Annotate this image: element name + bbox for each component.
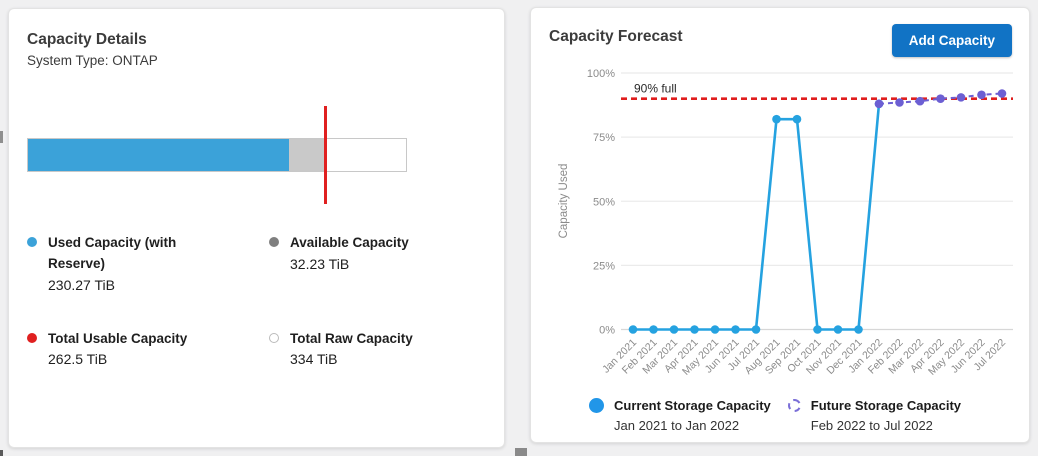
legend-name: Current Storage Capacity <box>614 398 771 413</box>
legend-value: 334 TiB <box>290 351 338 368</box>
legend-item-total-usable-capacity: Total Usable Capacity 262.5 TiB <box>27 329 269 372</box>
svg-text:Capacity Used: Capacity Used <box>558 164 570 239</box>
legend-item-total-raw-capacity: Total Raw Capacity 334 TiB <box>269 329 413 372</box>
left-edge-tick <box>0 131 3 143</box>
legend-label: Total Usable Capacity <box>48 330 188 346</box>
capacity-details-legend: Used Capacity (with Reserve) 230.27 TiB … <box>27 233 413 371</box>
legend-name: Future Storage Capacity <box>810 398 962 413</box>
legend-item-used-capacity: Used Capacity (with Reserve) 230.27 TiB <box>27 233 269 297</box>
legend-item-available-capacity: Available Capacity 32.23 TiB <box>269 233 413 297</box>
capacity-details-title: Capacity Details <box>27 31 147 48</box>
available-capacity-dot-icon <box>269 237 279 247</box>
capacity-forecast-card: Capacity Forecast Add Capacity 0% 25% 50% 7… <box>530 7 1030 443</box>
current-storage-dot-icon <box>589 398 604 413</box>
used-capacity-dot-icon <box>27 237 37 247</box>
capacity-details-card: Capacity Details System Type: ONTAP Used… <box>8 8 505 448</box>
svg-text:90% full: 90% full <box>634 82 677 96</box>
future-storage-dashed-circle-icon <box>787 399 801 412</box>
legend-label: Used Capacity (with Reserve) <box>48 235 177 271</box>
svg-text:75%: 75% <box>593 132 615 144</box>
available-capacity-segment <box>288 139 326 171</box>
legend-label: Total Raw Capacity <box>290 330 413 346</box>
legend-range: Feb 2022 to Jul 2022 <box>810 417 933 433</box>
system-type-label: System Type: ONTAP <box>27 53 158 68</box>
used-capacity-segment <box>28 139 289 171</box>
legend-value: 32.23 TiB <box>290 255 350 272</box>
total-usable-capacity-dot-icon <box>27 332 37 343</box>
total-usable-marker-line <box>324 106 328 204</box>
legend-label: Available Capacity <box>290 235 409 250</box>
add-capacity-button[interactable]: Add Capacity <box>891 24 1012 57</box>
legend-value: 262.5 TiB <box>48 351 108 368</box>
total-raw-capacity-dot-icon <box>269 332 279 343</box>
svg-text:0%: 0% <box>599 325 615 337</box>
legend-item-future-storage: Future Storage Capacity Feb 2022 to Jul … <box>787 396 962 435</box>
bottom-center-handle[interactable] <box>515 448 527 456</box>
svg-text:50%: 50% <box>593 196 615 208</box>
capacity-forecast-title: Capacity Forecast <box>549 28 683 45</box>
legend-item-current-storage: Current Storage Capacity Jan 2021 to Jan… <box>589 396 771 435</box>
svg-text:25%: 25% <box>593 260 615 272</box>
legend-value: 230.27 TiB <box>48 276 115 293</box>
bottom-left-mark <box>0 450 3 456</box>
svg-text:100%: 100% <box>587 68 615 80</box>
legend-range: Jan 2021 to Jan 2022 <box>614 417 740 433</box>
capacity-forecast-legend: Current Storage Capacity Jan 2021 to Jan… <box>589 396 961 435</box>
capacity-bar <box>27 138 407 172</box>
